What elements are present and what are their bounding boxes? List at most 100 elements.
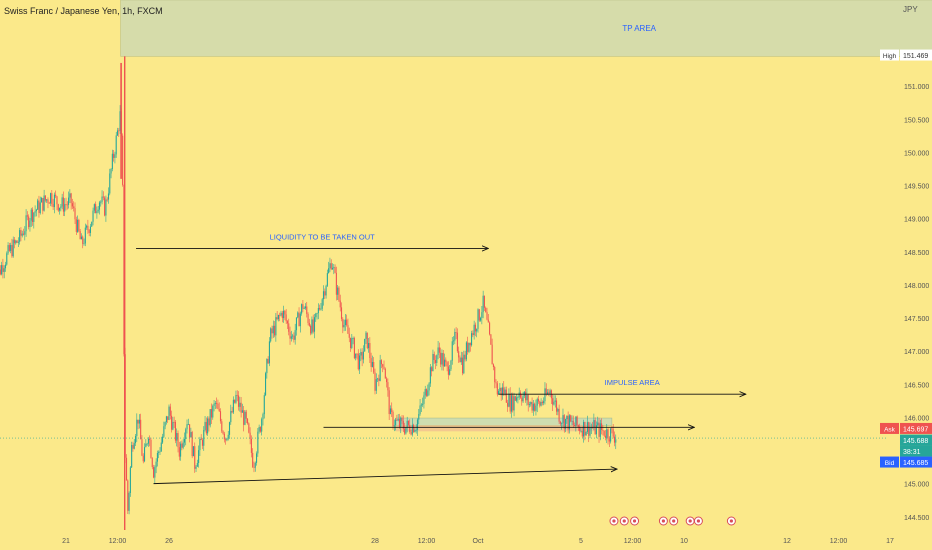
candle-body xyxy=(293,335,295,340)
candle-body xyxy=(51,193,53,204)
x-tick-label: 12 xyxy=(783,538,791,545)
candle-body xyxy=(35,209,37,212)
candle-body xyxy=(514,396,516,401)
time-axis[interactable] xyxy=(0,530,886,550)
candle-body xyxy=(6,253,8,265)
candle-body xyxy=(101,196,103,202)
candle-body xyxy=(221,421,223,432)
candle-body xyxy=(288,323,290,332)
ask-marker-box xyxy=(900,422,932,434)
candle-body xyxy=(468,342,470,352)
candle-body xyxy=(599,423,601,437)
high-marker-tag xyxy=(880,49,899,61)
candle-body xyxy=(231,411,233,413)
candle-body xyxy=(248,423,250,433)
candle-body xyxy=(364,338,366,352)
candle-body xyxy=(415,429,417,431)
y-tick-label: 148.000 xyxy=(904,283,929,290)
tp-area-zone[interactable] xyxy=(120,0,932,57)
high-marker-value: 151.469 xyxy=(903,53,928,60)
candle-body xyxy=(125,457,128,481)
candle-body xyxy=(178,447,180,457)
candle-body xyxy=(424,389,426,396)
candle-body xyxy=(382,364,384,367)
candle-body xyxy=(263,395,265,415)
candle-body xyxy=(449,369,451,375)
candle-body xyxy=(397,419,399,421)
candle-body xyxy=(127,480,129,511)
candle-body xyxy=(572,420,574,426)
candle-body xyxy=(495,382,497,384)
candle-body xyxy=(610,428,612,442)
candle-body xyxy=(78,219,80,232)
candle-body xyxy=(1,265,3,275)
candle-body xyxy=(546,392,549,395)
last-marker-box xyxy=(900,434,932,446)
candle-body xyxy=(549,390,551,394)
candle-body xyxy=(458,351,460,358)
candle-body xyxy=(384,368,386,379)
candle-body xyxy=(200,438,202,440)
candle-body xyxy=(447,366,449,375)
candle-body xyxy=(167,416,169,420)
candle-body xyxy=(489,322,491,335)
candle-body xyxy=(465,342,467,360)
symbol-title: Swiss Franc / Japanese Yen, 1h, FXCM xyxy=(4,6,163,16)
candle-body xyxy=(338,287,340,301)
candle-body xyxy=(92,210,94,222)
plot-area[interactable] xyxy=(0,0,886,530)
candle-body xyxy=(285,314,287,322)
candle-body xyxy=(181,443,183,448)
candle-body xyxy=(518,392,520,398)
candle-body xyxy=(53,194,55,208)
candle-body xyxy=(478,309,480,321)
candle-body xyxy=(140,419,142,440)
candle-body xyxy=(50,193,52,204)
candle-body xyxy=(234,399,236,403)
last-marker-value: 145.688 xyxy=(903,438,928,445)
candle-body xyxy=(77,219,79,232)
candle-body xyxy=(195,466,197,469)
candle-body xyxy=(585,431,587,436)
candle-body xyxy=(134,436,137,444)
ask-marker-tag-text: Ask xyxy=(884,426,896,433)
candle-body xyxy=(315,313,317,318)
candle-body xyxy=(93,204,95,211)
candle-body xyxy=(198,450,200,464)
candle-body xyxy=(360,352,362,356)
candle-body xyxy=(74,208,76,220)
candle-body xyxy=(55,194,57,197)
candle-body xyxy=(15,240,17,244)
candle-body xyxy=(129,467,131,493)
candle-body xyxy=(162,436,164,443)
candle-body xyxy=(393,425,395,427)
y-tick-label: 147.000 xyxy=(904,349,929,356)
candle-body xyxy=(409,424,411,432)
candle-body xyxy=(504,389,506,394)
candle-body xyxy=(71,203,73,207)
candle-body xyxy=(374,372,376,391)
candle-body xyxy=(555,400,558,412)
candle-body xyxy=(558,408,560,422)
countdown-value: 38:31 xyxy=(903,449,921,456)
candle-body xyxy=(122,135,124,185)
candle-body xyxy=(223,433,225,440)
candle-body xyxy=(207,418,209,434)
candle-body xyxy=(115,135,117,155)
candle-body xyxy=(168,406,170,420)
candle-body xyxy=(277,314,279,320)
candle-body xyxy=(244,411,246,425)
candle-body xyxy=(567,415,569,430)
candle-body xyxy=(87,225,89,231)
candle-body xyxy=(228,422,231,435)
trendline[interactable] xyxy=(153,469,618,485)
candle-body xyxy=(275,317,277,336)
candle-body xyxy=(105,199,107,216)
candle-body xyxy=(245,411,247,419)
candle-body xyxy=(494,367,496,383)
candle-body xyxy=(274,325,276,336)
candle-body xyxy=(118,130,120,132)
candle-body xyxy=(34,211,36,213)
candle-body xyxy=(411,424,413,435)
